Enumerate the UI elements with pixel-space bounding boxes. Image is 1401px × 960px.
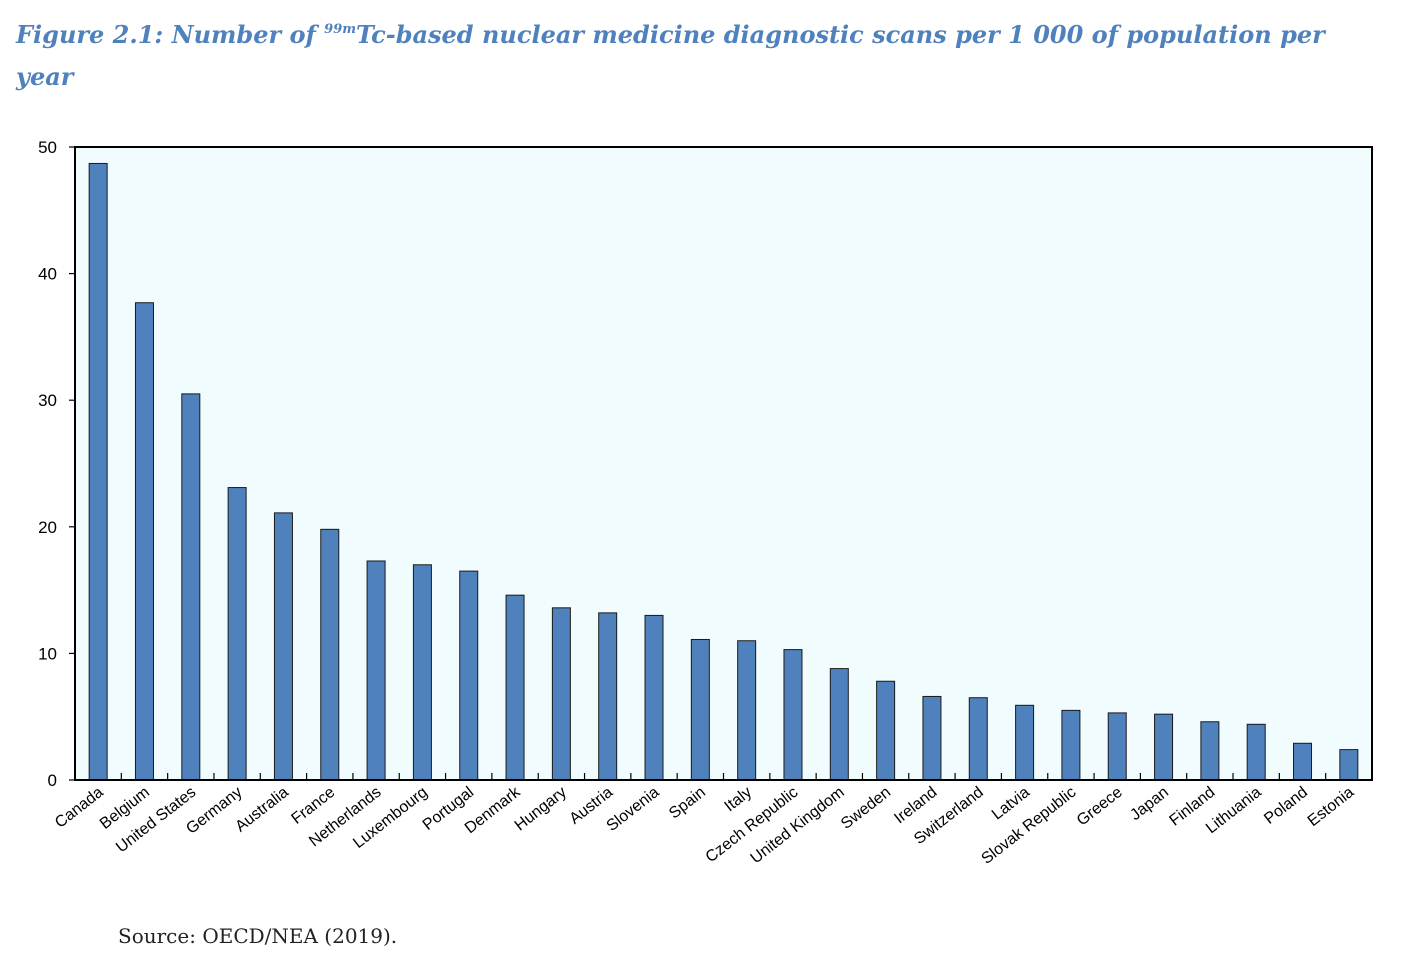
bar-denmark [505, 594, 525, 781]
bar-ireland [922, 695, 942, 781]
bar-japan [1154, 713, 1174, 781]
bar-greece [1107, 712, 1127, 781]
bar-switzerland [968, 697, 988, 781]
y-tick-label: 30 [38, 391, 57, 410]
bar-netherlands [366, 560, 386, 781]
bar-austria [598, 612, 618, 781]
x-tick-label: Poland [1261, 784, 1311, 828]
x-tick-label: United States [113, 784, 199, 857]
bar-france [320, 528, 340, 781]
bar-luxembourg [412, 564, 432, 781]
bar-spain [690, 638, 710, 781]
x-tick-label: Hungary [512, 784, 570, 835]
bar-finland [1200, 721, 1220, 781]
x-tick-label: Estonia [1305, 784, 1358, 830]
bar-poland [1293, 742, 1313, 781]
x-tick-label: Japan [1127, 784, 1172, 824]
plot-area [75, 147, 1372, 780]
figure-title: Figure 2.1: Number of 99mTc-based nuclea… [16, 14, 1376, 98]
bar-series [88, 162, 1359, 781]
bar-germany [227, 487, 247, 781]
x-tick-label: Italy [722, 784, 756, 815]
y-axis: 0 10 20 30 40 50 [38, 138, 75, 790]
bar-canada [88, 162, 108, 781]
x-tick-label: Greece [1074, 784, 1126, 830]
figure-title-superscript: 99m [324, 22, 357, 37]
bar-sweden [876, 680, 896, 781]
bar-united-states [181, 393, 201, 781]
bar-portugal [459, 570, 479, 781]
bar-slovenia [644, 614, 664, 781]
bar-italy [737, 640, 757, 781]
bar-latvia [1015, 704, 1035, 781]
plot-frame [74, 146, 1373, 781]
bar-czech-republic [783, 649, 803, 781]
figure-title-suffix: Tc-based nuclear medicine diagnostic sca… [16, 20, 1325, 91]
x-tick-label: Slovenia [604, 784, 663, 835]
y-tick-label: 0 [48, 771, 57, 790]
x-tick-label: Australia [232, 784, 292, 836]
x-tick-label: Sweden [838, 784, 894, 833]
bar-hungary [551, 607, 571, 781]
y-tick-label: 50 [38, 138, 57, 157]
x-tick-label: Canada [52, 784, 107, 832]
bar-estonia [1339, 749, 1359, 781]
x-tick-label: Spain [666, 784, 709, 823]
y-tick-label: 20 [38, 518, 57, 537]
y-tick-label: 10 [38, 644, 57, 663]
bar-australia [273, 512, 293, 781]
y-tick-label: 40 [38, 265, 57, 284]
x-axis [120, 773, 1327, 780]
source-note: Source: OECD/NEA (2019). [118, 924, 398, 948]
bar-slovak-republic [1061, 709, 1081, 781]
bar-united-kingdom [829, 668, 849, 781]
bar-belgium [134, 302, 154, 781]
figure-title-prefix: Figure 2.1: Number of [16, 20, 325, 49]
bar-lithuania [1246, 723, 1266, 781]
